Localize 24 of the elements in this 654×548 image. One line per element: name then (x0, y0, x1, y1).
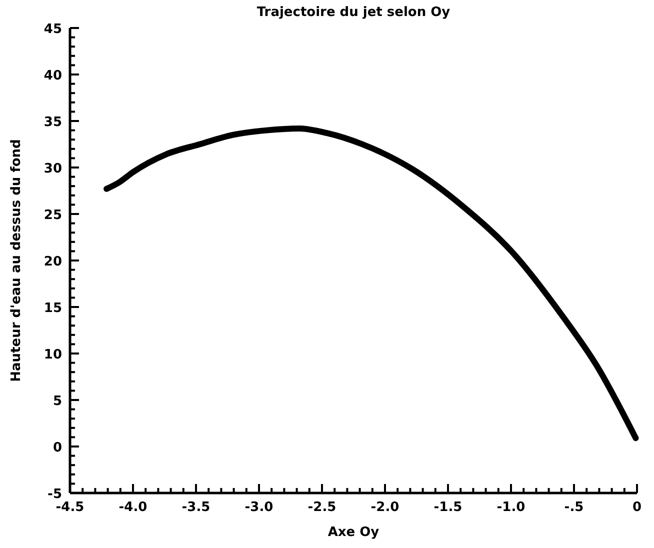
x-axis-title: Axe Oy (328, 525, 380, 540)
y-tick-label: 20 (44, 254, 62, 270)
chart-title: Trajectoire du jet selon Oy (256, 5, 451, 20)
x-tick-label: -3.0 (244, 500, 274, 515)
y-tick-label: 15 (44, 301, 62, 316)
y-tick-label: 40 (44, 68, 62, 84)
x-tick-label: -1.0 (496, 500, 526, 515)
x-tick-label: -4.0 (118, 500, 148, 515)
x-tick-label: -2.5 (308, 500, 336, 515)
x-tick-label: -4.5 (56, 500, 84, 515)
x-tick-label: -3.5 (182, 500, 210, 515)
y-tick-label: 10 (44, 348, 62, 362)
y-tick-label: 35 (44, 115, 62, 130)
y-tick-label: 25 (44, 208, 62, 223)
x-tick-label: -.5 (564, 500, 584, 515)
y-tick-label: -5 (48, 487, 62, 502)
x-tick-label: -2.0 (370, 500, 400, 515)
y-tick-label: 30 (44, 162, 62, 176)
y-tick-label: 5 (52, 394, 62, 409)
y-tick-label: 45 (44, 22, 62, 37)
x-tick-label: 0 (632, 500, 642, 515)
x-tick-label: -1.5 (434, 500, 462, 515)
y-axis-title: Hauteur d'eau au dessus du fond (9, 139, 24, 382)
y-tick-label: 0 (52, 440, 62, 456)
